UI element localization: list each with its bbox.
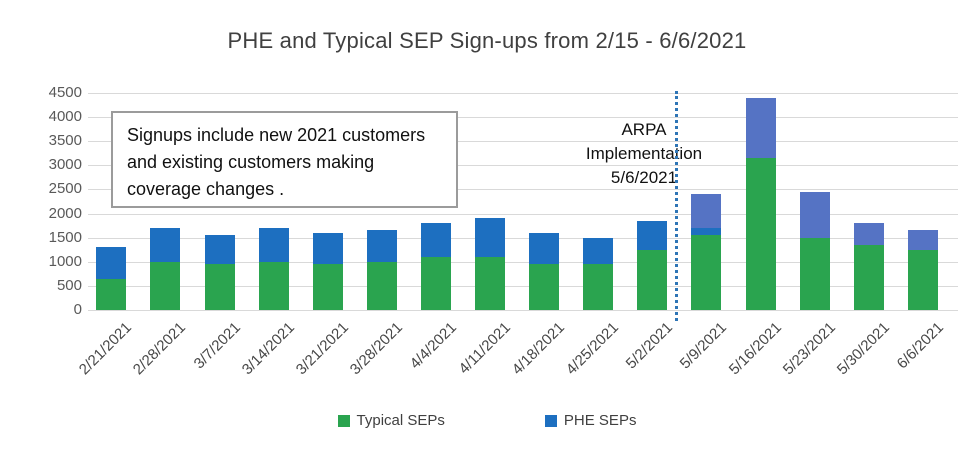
arpa-label-line-3: 5/6/2021 (610, 168, 678, 188)
bar-segment-typical-seps[interactable] (529, 264, 560, 310)
y-axis-tick-label: 2500 (48, 180, 82, 198)
bar-segment-typical-seps[interactable] (420, 256, 451, 310)
gridline (88, 310, 958, 311)
gridline (88, 165, 958, 167)
bar-segment-typical-seps[interactable] (312, 264, 343, 310)
y-axis-tick-label: 0 (73, 301, 82, 318)
bar-segment-phe-seps[interactable] (529, 232, 560, 265)
bar-segment-typical-seps[interactable] (258, 261, 289, 310)
legend-item-phe-seps[interactable]: PHE SEPs (544, 412, 637, 429)
y-axis-tick-label: 1000 (48, 252, 82, 270)
bar-segment-typical-seps[interactable] (637, 249, 668, 310)
bar-segment-phe-seps[interactable] (691, 228, 722, 236)
y-axis-tick-label: 4000 (48, 108, 82, 126)
y-axis-tick-label: 500 (56, 276, 82, 294)
bar-segment-phe-seps[interactable] (420, 223, 451, 257)
gridline (88, 141, 958, 143)
bar-segment-unlabeled[interactable] (691, 194, 722, 229)
bar-segment-typical-seps[interactable] (799, 237, 830, 310)
bar-segment-phe-seps[interactable] (312, 232, 343, 265)
legend-item-typical-seps[interactable]: Typical SEPs (337, 412, 445, 429)
bar-segment-phe-seps[interactable] (150, 228, 181, 262)
bar-segment-phe-seps[interactable] (204, 235, 235, 265)
bar-segment-typical-seps[interactable] (691, 235, 722, 310)
y-axis-tick-label: 2000 (48, 204, 82, 222)
typical-seps-swatch-icon (337, 414, 350, 427)
bar-segment-typical-seps[interactable] (745, 158, 776, 310)
bar-segment-unlabeled[interactable] (799, 191, 830, 238)
y-axis-tick-label: 1500 (48, 228, 82, 246)
bar-segment-phe-seps[interactable] (258, 228, 289, 262)
gridline (88, 117, 958, 119)
bar-segment-typical-seps[interactable] (150, 261, 181, 310)
bar-segment-unlabeled[interactable] (907, 230, 938, 250)
bar-segment-typical-seps[interactable] (366, 261, 397, 310)
gridline (88, 261, 958, 263)
arpa-label: ARPA Implementation 5/6/2021 (564, 118, 724, 190)
bar-segment-typical-seps[interactable] (853, 244, 884, 310)
y-axis-tick-label: 4500 (48, 84, 82, 101)
y-axis-tick-label: 3500 (48, 132, 82, 150)
annotation-box: Signups include new 2021 customers and e… (111, 111, 458, 208)
gridline (88, 189, 958, 191)
bar-segment-unlabeled[interactable] (745, 97, 776, 159)
bar-segment-phe-seps[interactable] (475, 218, 505, 257)
arpa-label-line-1: ARPA (621, 120, 667, 139)
bar-segment-phe-seps[interactable] (96, 247, 127, 279)
bar-segment-phe-seps[interactable] (583, 237, 614, 265)
bar-segment-phe-seps[interactable] (637, 220, 668, 250)
phe-seps-swatch-icon (544, 414, 557, 427)
bar-segment-unlabeled[interactable] (853, 223, 884, 245)
bar-segment-typical-seps[interactable] (583, 264, 614, 310)
arpa-divider-dotted-line (675, 91, 678, 321)
legend-label: Typical SEPs (356, 412, 445, 429)
arpa-label-line-2: Implementation (585, 144, 703, 164)
gridline (88, 285, 958, 287)
bar-segment-typical-seps[interactable] (204, 264, 235, 310)
annotation-text: Signups include new 2021 customers and e… (127, 125, 426, 199)
legend-label: PHE SEPs (563, 412, 637, 429)
gridline (88, 237, 958, 239)
chart-legend: Typical SEPs PHE SEPs (0, 412, 974, 429)
bar-segment-typical-seps[interactable] (907, 249, 938, 310)
y-axis-tick-label: 3000 (48, 156, 82, 174)
bar-segment-typical-seps[interactable] (96, 278, 127, 310)
bar-segment-typical-seps[interactable] (475, 256, 505, 310)
bar-segment-phe-seps[interactable] (366, 230, 397, 262)
gridline (88, 213, 958, 215)
gridline (88, 93, 958, 94)
chart-title: PHE and Typical SEP Sign-ups from 2/15 -… (227, 28, 747, 53)
